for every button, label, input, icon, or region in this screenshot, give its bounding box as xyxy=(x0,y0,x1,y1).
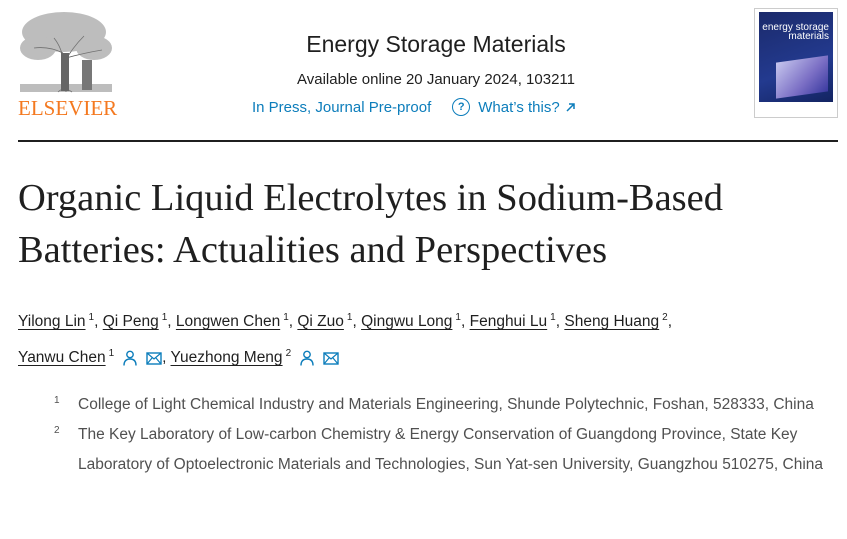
tree-logo-icon xyxy=(20,12,112,93)
affiliation-ref[interactable]: 1 xyxy=(550,312,556,323)
email-icon[interactable] xyxy=(146,352,162,365)
person-icon[interactable] xyxy=(300,350,314,366)
author-link[interactable]: Fenghui Lu xyxy=(469,313,548,331)
author-link[interactable]: Qingwu Long xyxy=(361,313,453,331)
affiliation-number: 1 xyxy=(54,395,60,406)
affiliation: 2 The Key Laboratory of Low-carbon Chemis… xyxy=(54,420,844,480)
author-link[interactable]: Qi Zuo xyxy=(297,313,344,331)
affiliation-ref[interactable]: 1 xyxy=(108,348,115,360)
elsevier-logo[interactable]: ELSEVIER xyxy=(14,8,118,120)
affiliation-text: College of Light Chemical Industry and M… xyxy=(78,396,814,413)
author-link[interactable]: Yuezhong Meng xyxy=(170,349,283,367)
affiliation-ref[interactable]: 2 xyxy=(285,348,292,360)
affiliation-ref[interactable]: 1 xyxy=(161,312,168,323)
author-link[interactable]: Yilong Lin xyxy=(18,313,86,331)
affiliation-list: 1 College of Light Chemical Industry and … xyxy=(54,390,844,480)
affiliation-ref[interactable]: 2 xyxy=(662,312,668,323)
affiliation-ref[interactable]: 1 xyxy=(346,312,353,323)
author-list: Yilong Lin 1, Qi Peng 1, Longwen Chen 1, Qi… xyxy=(18,312,673,367)
affiliation-ref[interactable]: 1 xyxy=(88,312,95,323)
status-link[interactable]: In Press, Journal Pre-proof xyxy=(252,98,432,116)
person-icon[interactable] xyxy=(123,350,137,366)
article-status: In Press, Journal Pre-proof ? What’s thi… xyxy=(252,98,576,116)
cover-title: energy storage materials xyxy=(762,22,829,42)
affiliation-number: 2 xyxy=(54,425,60,436)
author-link[interactable]: Longwen Chen xyxy=(175,313,281,331)
external-link-icon xyxy=(566,103,575,112)
affiliation-ref[interactable]: 1 xyxy=(283,312,289,323)
help-icon[interactable]: ? xyxy=(452,98,471,116)
availability-info: Available online 20 January 2024, 103211 xyxy=(297,71,575,88)
journal-title[interactable]: Energy Storage Materials xyxy=(306,31,566,57)
header-divider xyxy=(18,140,838,142)
cover-graphic xyxy=(776,55,828,99)
whats-this-link[interactable]: What’s this? xyxy=(478,98,560,116)
author-link[interactable]: Yanwu Chen xyxy=(18,349,106,367)
journal-cover-image[interactable]: energy storage materials xyxy=(754,8,838,118)
affiliation: 1 College of Light Chemical Industry and … xyxy=(54,390,844,420)
affiliation-ref[interactable]: 1 xyxy=(455,312,461,323)
article-title: Organic Liquid Electrolytes in Sodium-Ba… xyxy=(18,177,723,271)
email-icon[interactable] xyxy=(323,352,339,365)
elsevier-wordmark: ELSEVIER xyxy=(18,96,118,120)
affiliation-text: The Key Laboratory of Low-carbon Chemist… xyxy=(78,426,824,473)
author-link[interactable]: Sheng Huang xyxy=(564,313,660,331)
author-link[interactable]: Qi Peng xyxy=(102,313,159,331)
